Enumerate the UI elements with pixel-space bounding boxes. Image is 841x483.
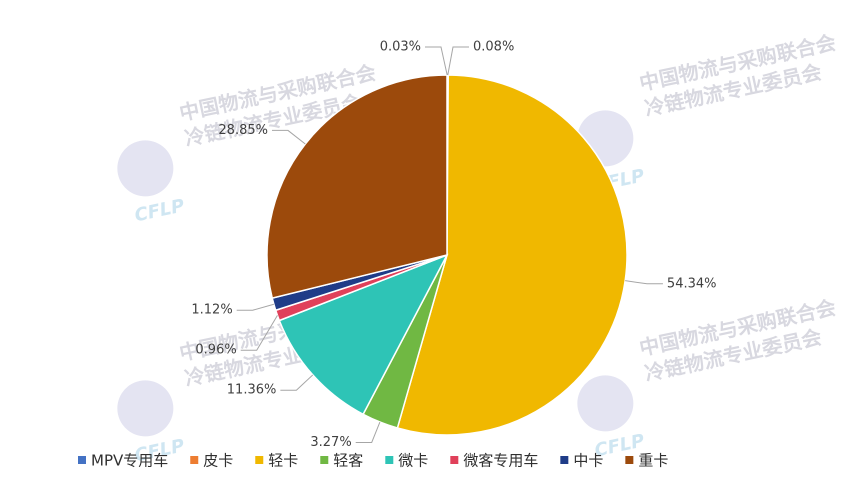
legend-swatch — [78, 456, 86, 464]
legend-swatch — [255, 456, 264, 464]
legend-swatch — [190, 456, 199, 464]
watermark-logo-circle — [117, 380, 174, 437]
legend-label: 轻客 — [333, 452, 363, 470]
legend-swatch — [450, 456, 459, 464]
leader-line — [425, 46, 448, 76]
legend-label: 微客专用车 — [463, 452, 538, 470]
data-label: 11.36% — [227, 383, 277, 398]
leader-line — [280, 374, 314, 391]
legend-label: MPV专用车 — [91, 452, 168, 470]
legend-swatch — [385, 456, 394, 464]
leader-line — [625, 280, 663, 285]
legend-swatch — [320, 456, 329, 464]
data-label: 1.12% — [191, 303, 232, 318]
data-label: 28.85% — [218, 123, 268, 138]
legend-label: 轻卡 — [268, 452, 298, 470]
leader-line — [355, 421, 381, 443]
watermark-logo-circle — [117, 140, 174, 197]
data-label: 54.34% — [667, 276, 717, 291]
legend-label: 皮卡 — [203, 452, 233, 470]
legend-label: 重卡 — [638, 452, 668, 470]
leader-line — [236, 303, 274, 311]
data-label: 3.27% — [310, 435, 351, 450]
data-label: 0.03% — [380, 40, 421, 55]
leader-line — [447, 46, 469, 76]
legend-swatch — [560, 456, 569, 464]
legend-swatch — [625, 456, 634, 464]
legend-label: 微卡 — [398, 452, 428, 470]
pie-slice — [396, 74, 628, 436]
pie-slice — [266, 74, 448, 299]
leader-line — [271, 129, 306, 145]
legend-label: 中卡 — [573, 452, 603, 470]
watermark-logo: CFLP — [133, 195, 186, 226]
watermark-logo-circle — [577, 375, 634, 432]
data-label: 0.96% — [195, 343, 236, 358]
leader-line — [240, 315, 278, 351]
data-label: 0.08% — [473, 40, 514, 55]
